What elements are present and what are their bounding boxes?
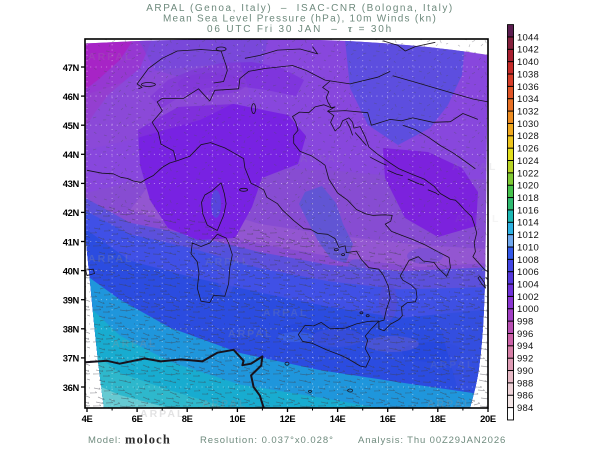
svg-text:43N: 43N [63,178,80,189]
svg-text:ARPAL: ARPAL [140,408,185,420]
svg-text:Analysis: Thu 00Z29JAN2026: Analysis: Thu 00Z29JAN2026 [358,435,506,446]
svg-text:37N: 37N [63,353,80,364]
svg-text:ARPAL: ARPAL [300,153,345,165]
svg-text:ARPAL: ARPAL [88,253,133,265]
svg-text:1022: 1022 [517,168,539,179]
svg-text:994: 994 [517,341,533,352]
svg-text:1006: 1006 [517,267,539,278]
svg-text:1012: 1012 [517,230,539,241]
svg-text:ARPAL: ARPAL [263,307,308,319]
svg-text:39N: 39N [63,295,80,306]
svg-text:1008: 1008 [517,255,539,266]
svg-text:988: 988 [517,378,533,389]
svg-text:1024: 1024 [517,156,539,167]
svg-text:1034: 1034 [517,94,539,105]
svg-text:996: 996 [517,329,533,340]
svg-text:ARPAL (Genoa, Italy) – ISAC-: ARPAL (Genoa, Italy) – ISAC-CNR (Bologna… [146,3,454,14]
svg-text:36N: 36N [63,382,80,393]
svg-text:40N: 40N [63,265,80,276]
svg-text:42N: 42N [63,207,80,218]
svg-text:44N: 44N [63,149,80,160]
svg-text:1028: 1028 [517,131,539,142]
svg-text:Resolution: 0.037°x0.028°: Resolution: 0.037°x0.028° [200,435,334,446]
svg-text:1016: 1016 [517,205,539,216]
svg-text:47N: 47N [63,62,80,73]
svg-text:1014: 1014 [517,218,539,229]
svg-text:1042: 1042 [517,45,539,56]
svg-text:ARPAL: ARPAL [427,398,472,410]
svg-text:1040: 1040 [517,57,539,68]
svg-text:1002: 1002 [517,292,539,303]
svg-text:1038: 1038 [517,69,539,80]
svg-text:4E: 4E [82,413,93,424]
svg-text:ARPAL: ARPAL [430,359,475,371]
svg-text:ARPAL: ARPAL [88,51,133,63]
svg-text:1020: 1020 [517,181,539,192]
svg-text:Model:: Model: [88,435,121,446]
svg-text:992: 992 [517,354,533,365]
svg-text:1044: 1044 [517,32,539,43]
svg-text:38N: 38N [63,324,80,335]
svg-text:20E: 20E [480,413,496,424]
svg-text:41N: 41N [63,236,80,247]
svg-text:1004: 1004 [517,279,539,290]
svg-text:18E: 18E [430,413,446,424]
svg-text:1036: 1036 [517,82,539,93]
svg-text:12E: 12E [280,413,296,424]
svg-text:1018: 1018 [517,193,539,204]
svg-text:ARPAL: ARPAL [228,328,273,340]
svg-text:8E: 8E [182,413,193,424]
svg-text:45N: 45N [63,120,80,131]
svg-text:16E: 16E [380,413,396,424]
svg-text:998: 998 [517,317,533,328]
svg-text:ARPAL: ARPAL [202,398,247,410]
svg-text:1026: 1026 [517,144,539,155]
svg-text:1010: 1010 [517,242,539,253]
svg-text:14E: 14E [330,413,346,424]
svg-text:06 UTC Fri 30 JAN – τ = 30h: 06 UTC Fri 30 JAN – τ = 30h [207,24,393,35]
svg-text:10E: 10E [230,413,246,424]
svg-text:1000: 1000 [517,304,539,315]
svg-text:1032: 1032 [517,106,539,117]
svg-text:ARPAL: ARPAL [205,256,250,268]
svg-text:6E: 6E [132,413,143,424]
svg-text:46N: 46N [63,91,80,102]
svg-text:ARPAL: ARPAL [455,213,500,225]
svg-text:984: 984 [517,403,533,414]
svg-text:ARPAL: ARPAL [112,338,157,350]
svg-text:1030: 1030 [517,119,539,130]
svg-text:990: 990 [517,366,533,377]
svg-text:moloch: moloch [125,433,171,447]
svg-text:986: 986 [517,391,533,402]
svg-text:Mean Sea Level Pressure (hPa),: Mean Sea Level Pressure (hPa), 10m Winds… [163,14,437,25]
svg-text:ARPAL: ARPAL [452,161,497,173]
